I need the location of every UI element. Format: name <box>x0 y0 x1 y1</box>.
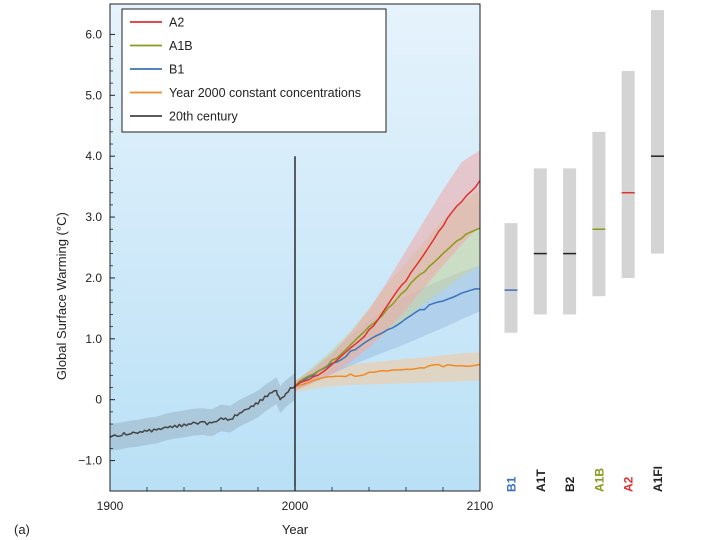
scenario-label-b1: B1 <box>505 476 519 492</box>
range-bar-b2 <box>563 168 577 315</box>
panel-label: (a) <box>14 522 30 537</box>
x-axis-label: Year <box>282 522 309 537</box>
legend-box <box>121 8 387 133</box>
uncertainty-band-20th-century <box>110 372 295 451</box>
series-line-a1b <box>294 227 481 387</box>
x-tick-label: 2100 <box>467 499 494 513</box>
uncertainty-band-year-2000-constant-concentrations <box>295 352 480 393</box>
y-axis-label: Global Surface Warming (°C) <box>54 212 69 380</box>
legend: A2 A1B B1 Year 2000 constant concentrations… <box>121 8 387 133</box>
scenario-label-a2: A2 <box>622 476 636 492</box>
y-tick-label: 4.0 <box>85 149 102 163</box>
y-tick-label: 6.0 <box>85 27 102 41</box>
range-bar-a1fi <box>651 10 664 254</box>
y-tick-label: 2.0 <box>85 271 102 285</box>
x-tick-label: 1900 <box>97 499 124 513</box>
series-line-20th-century <box>109 385 296 439</box>
scenario-label-b2: B2 <box>563 476 577 492</box>
uncertainty-band-a2 <box>295 150 480 391</box>
x-tick-label: 2000 <box>282 499 309 513</box>
legend-entry-label: A2 <box>169 16 184 30</box>
scenario-label-a1t: A1T <box>534 469 548 492</box>
legend-entry-label: 20th century <box>169 110 239 124</box>
range-bar-a1t <box>533 168 547 315</box>
legend-entry-label: B1 <box>169 63 184 77</box>
y-tick-label: −1.0 <box>78 454 102 468</box>
y-tick-label: 5.0 <box>85 88 102 102</box>
scenario-label-a1b: A1B <box>592 468 606 492</box>
series-line-year-2000-constant-concentrations <box>294 363 481 388</box>
legend-entry-label: Year 2000 constant concentrations <box>169 86 361 100</box>
scenario-label-a1fi: A1FI <box>651 466 665 492</box>
legend-entry-label: A1B <box>169 39 193 53</box>
range-bar-b1 <box>504 223 518 333</box>
y-tick-label: 3.0 <box>85 210 102 224</box>
y-tick-label: 1.0 <box>85 332 102 346</box>
series-line-a2 <box>294 180 481 387</box>
range-bar-a2 <box>621 70 635 278</box>
y-tick-label: 0 <box>95 393 102 407</box>
range-bar-a1b <box>592 131 606 297</box>
